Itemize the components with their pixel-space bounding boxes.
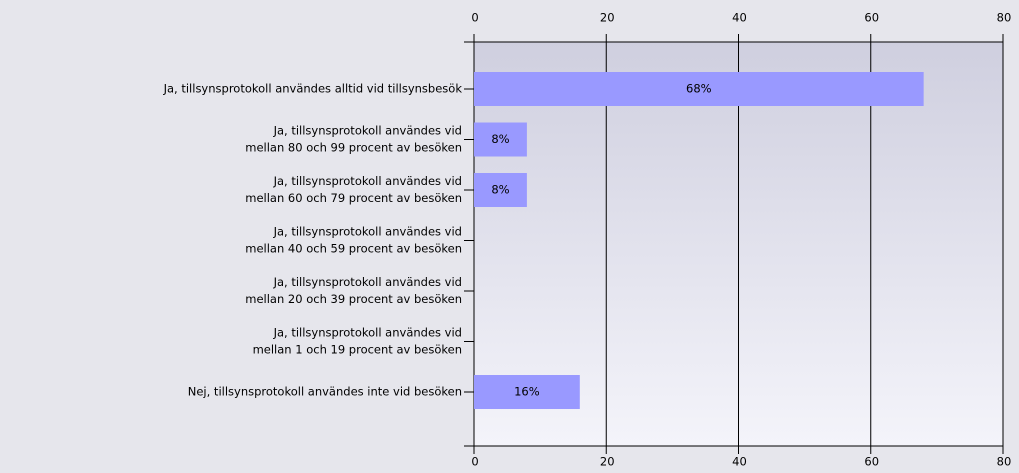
x-tick-label: 20 — [600, 11, 615, 25]
category-label: Ja, tillsynsprotokoll användes vid — [273, 275, 462, 289]
x-tick-label: 80 — [997, 11, 1012, 25]
x-tick-label: 60 — [864, 11, 879, 25]
category-label: mellan 80 och 99 procent av besöken — [245, 141, 462, 155]
bar — [474, 72, 924, 106]
category-label: Ja, tillsynsprotokoll användes vid — [273, 326, 462, 340]
category-label: mellan 40 och 59 procent av besöken — [245, 242, 462, 256]
x-tick-label: 40 — [732, 455, 747, 469]
x-tick-label: 60 — [864, 455, 879, 469]
category-label: Ja, tillsynsprotokoll användes vid — [273, 124, 462, 138]
category-label: mellan 20 och 39 procent av besöken — [245, 292, 462, 306]
category-label: mellan 1 och 19 procent av besöken — [253, 343, 462, 357]
category-label: Ja, tillsynsprotokoll användes vid — [273, 174, 462, 188]
x-tick-label: 40 — [732, 11, 747, 25]
category-label: Ja, tillsynsprotokoll användes vid — [273, 225, 462, 239]
x-tick-label: 20 — [600, 455, 615, 469]
value-label: 16% — [514, 385, 540, 399]
bar — [474, 375, 580, 409]
category-label: mellan 60 och 79 procent av besöken — [245, 191, 462, 205]
category-label: Nej, tillsynsprotokoll användes inte vid… — [188, 385, 462, 399]
category-label: Ja, tillsynsprotokoll användes alltid vi… — [163, 82, 463, 96]
bar — [474, 173, 527, 207]
x-tick-label: 80 — [997, 455, 1012, 469]
x-tick-label: 0 — [471, 455, 478, 469]
bar — [474, 122, 527, 157]
value-label: 8% — [491, 183, 509, 197]
x-tick-label: 0 — [471, 11, 478, 25]
value-label: 8% — [491, 132, 509, 146]
value-label: 68% — [686, 82, 712, 96]
